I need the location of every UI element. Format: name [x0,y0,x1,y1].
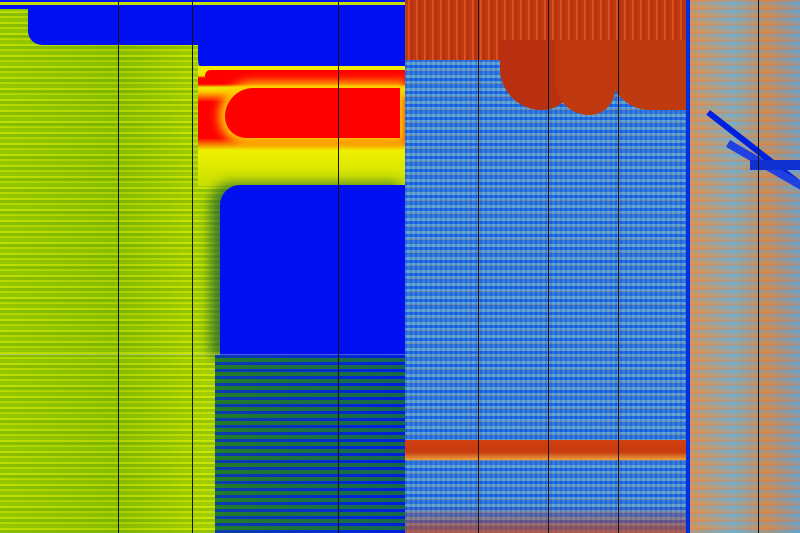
grid-line [758,0,759,533]
grid-line [618,0,619,533]
left-heatmap-panel [0,0,405,533]
grid-line [118,0,119,533]
right-heatmap-panel [690,0,800,533]
blue-region-lower [220,185,405,355]
dark-green-blue-region [215,355,405,533]
red-stripe [205,70,405,81]
blue-patch [750,160,800,170]
middle-heatmap-panel [405,0,691,533]
grid-line [478,0,479,533]
grid-line [192,0,193,533]
blue-vertical-band [686,0,691,533]
grid-line [548,0,549,533]
diagonal-streak [726,140,800,207]
blue-region-upper [28,9,405,45]
horizontal-divider [0,354,405,355]
red-scallop [610,40,690,110]
grid-line [338,0,339,533]
bottom-red-fade [405,505,690,533]
top-yellow-line [0,2,405,5]
red-blob [225,88,400,138]
red-scallop [555,40,615,115]
